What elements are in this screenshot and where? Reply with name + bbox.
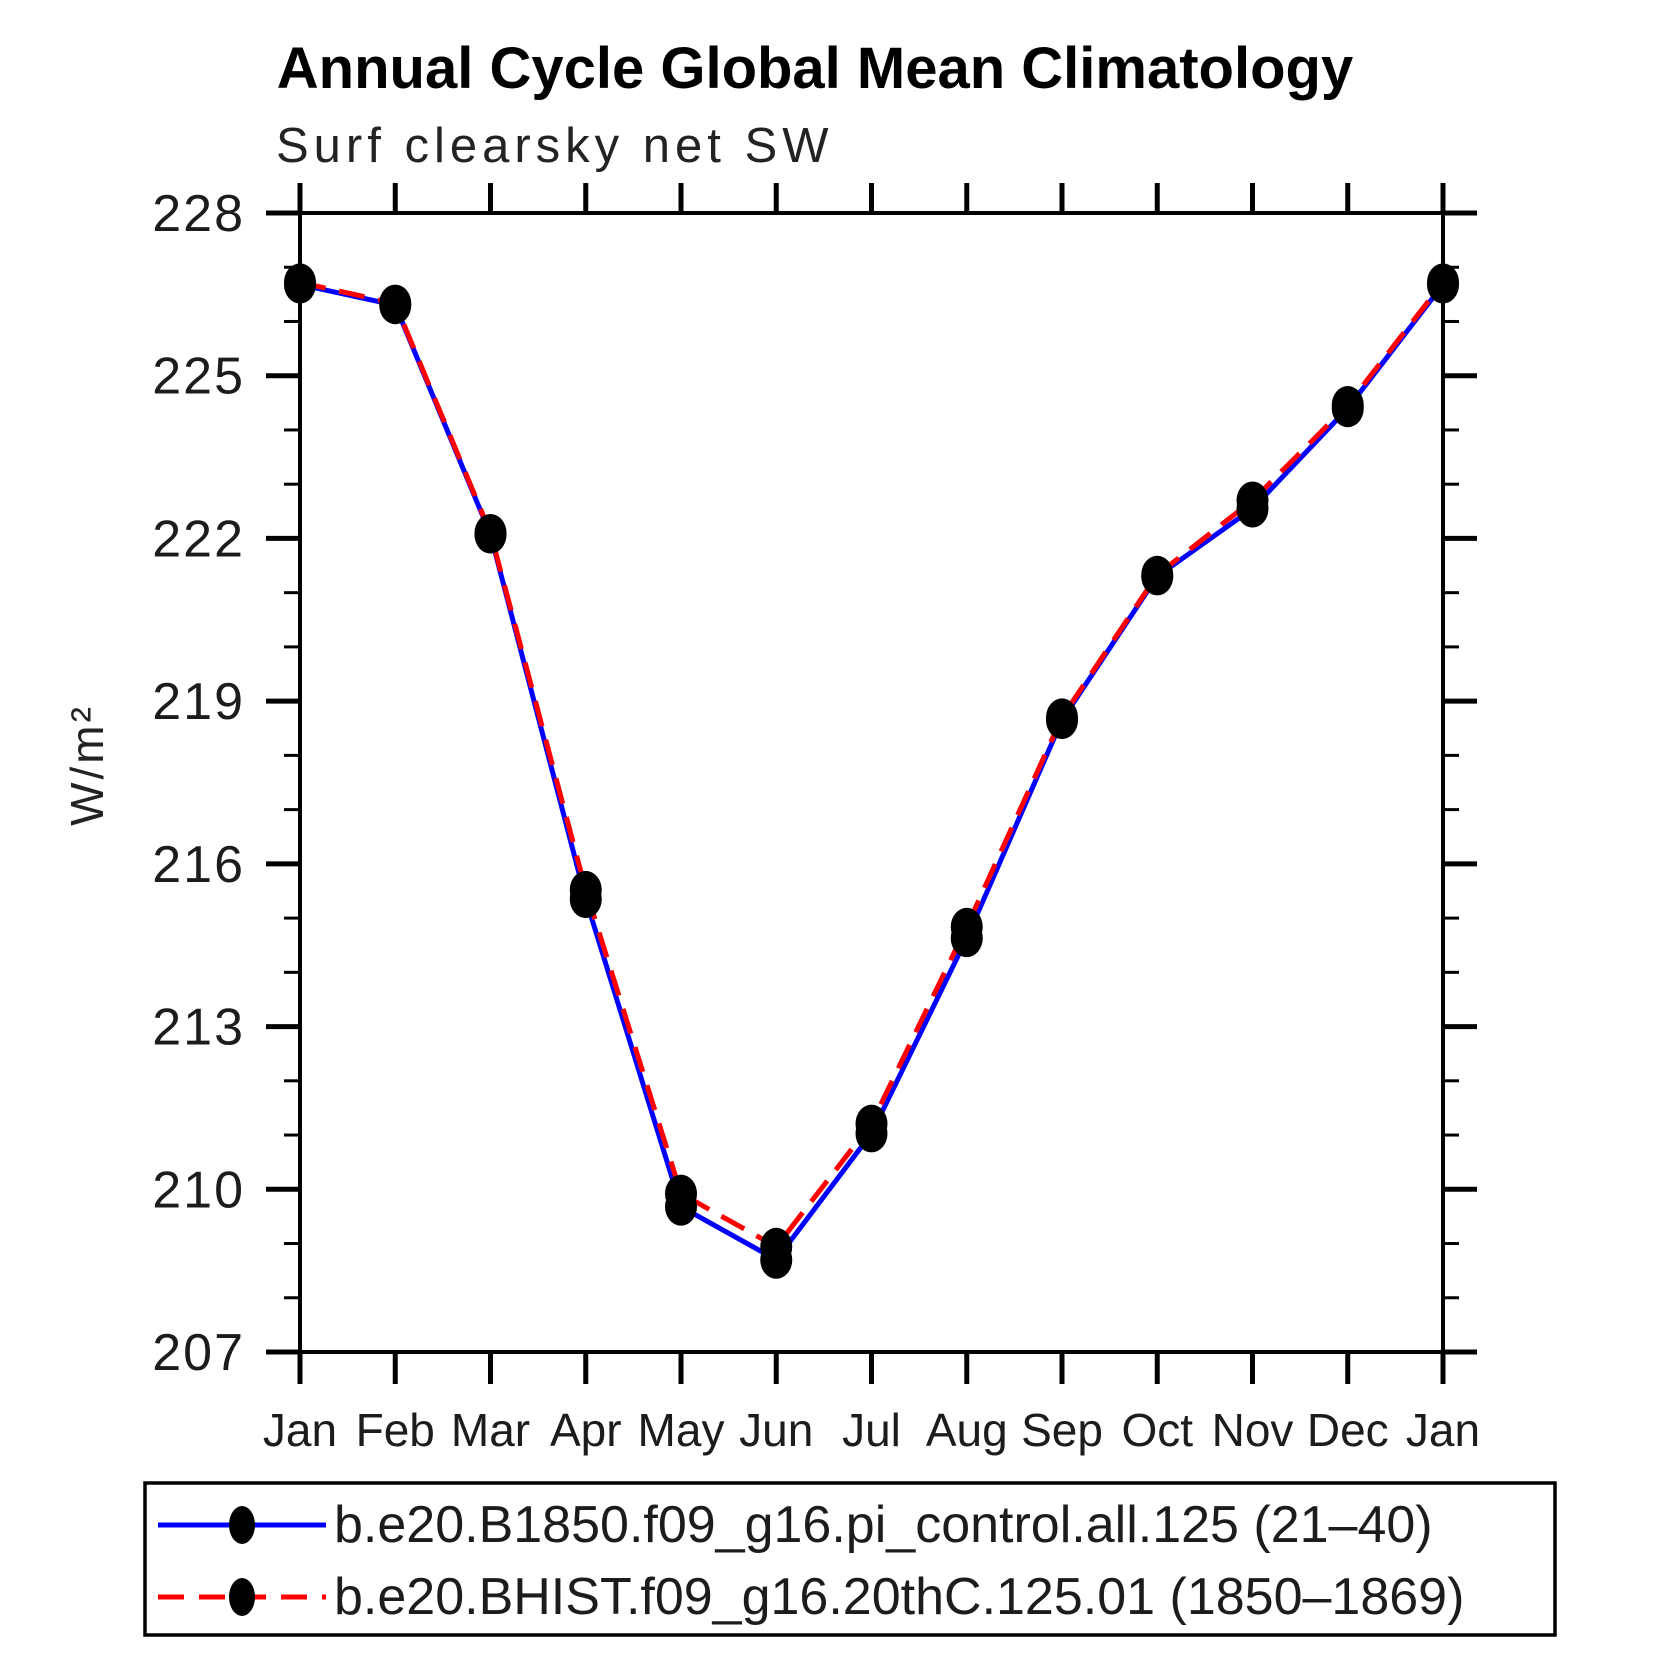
x-tick-label: Sep (1021, 1404, 1103, 1456)
y-tick-label: 222 (152, 510, 245, 568)
data-point-marker-s1 (760, 1227, 793, 1266)
data-point-marker-s1 (569, 870, 602, 909)
data-point-marker-s1 (1046, 698, 1078, 737)
x-tick-label: Jan (263, 1404, 337, 1456)
y-tick-label: 228 (152, 185, 245, 243)
data-point-marker-s1 (284, 263, 316, 302)
x-tick-label: Feb (356, 1404, 435, 1456)
series-line-1 (299, 279, 1445, 1250)
page-title: Annual Cycle Global Mean Climatology (277, 36, 1353, 101)
x-tick-label: Apr (550, 1404, 622, 1456)
data-point-marker-s1 (1141, 555, 1174, 594)
data-point-marker-s1 (1331, 386, 1364, 425)
legend-entry-bhist: b.e20.BHIST.f09_g16.20thC.125.01 (1850–1… (334, 1568, 1464, 1626)
data-point-marker-s1 (379, 284, 412, 323)
legend-entry-pi-control: b.e20.B1850.f09_g16.pi_control.all.125 (… (334, 1496, 1433, 1554)
data-point-marker-s1 (950, 907, 983, 946)
x-tick-label: Jul (842, 1404, 901, 1456)
data-point-marker-s1 (1236, 481, 1269, 520)
data-point-marker-s1 (474, 514, 507, 553)
x-tick-label: Aug (926, 1404, 1008, 1456)
x-tick-label: Dec (1307, 1404, 1389, 1456)
legend: b.e20.B1850.f09_g16.pi_control.all.125 (… (143, 1481, 1557, 1637)
axis-frame (298, 211, 1445, 1354)
data-point-marker-s1 (665, 1174, 697, 1213)
y-axis-label: W/m² (61, 704, 113, 826)
y-tick-label: 207 (152, 1324, 245, 1382)
x-tick-label: Oct (1121, 1404, 1193, 1456)
y-tick-label: 213 (152, 999, 245, 1057)
y-tick-label: 216 (152, 836, 245, 894)
x-tick-label: Mar (451, 1404, 530, 1456)
data-point-marker-s1 (855, 1104, 888, 1143)
plot-area: 207 210 213 216 219 222 225 228 Jan Feb Mar Apr May J… (152, 183, 1480, 1456)
data-point-marker-s1 (1427, 263, 1459, 302)
chart-subtitle: Surf clearsky net SW (276, 119, 833, 173)
x-tick-label: Nov (1212, 1404, 1294, 1456)
legend-marker-icon (229, 1578, 255, 1616)
y-tick-label: 210 (152, 1161, 245, 1219)
x-tick-label: May (638, 1404, 725, 1456)
legend-marker-icon (229, 1506, 255, 1544)
x-tick-label: Jun (739, 1404, 813, 1456)
legend-box (143, 1481, 1557, 1637)
x-tick-label: Jan (1406, 1404, 1480, 1456)
y-tick-label: 225 (152, 348, 245, 406)
y-tick-label: 219 (152, 673, 245, 731)
